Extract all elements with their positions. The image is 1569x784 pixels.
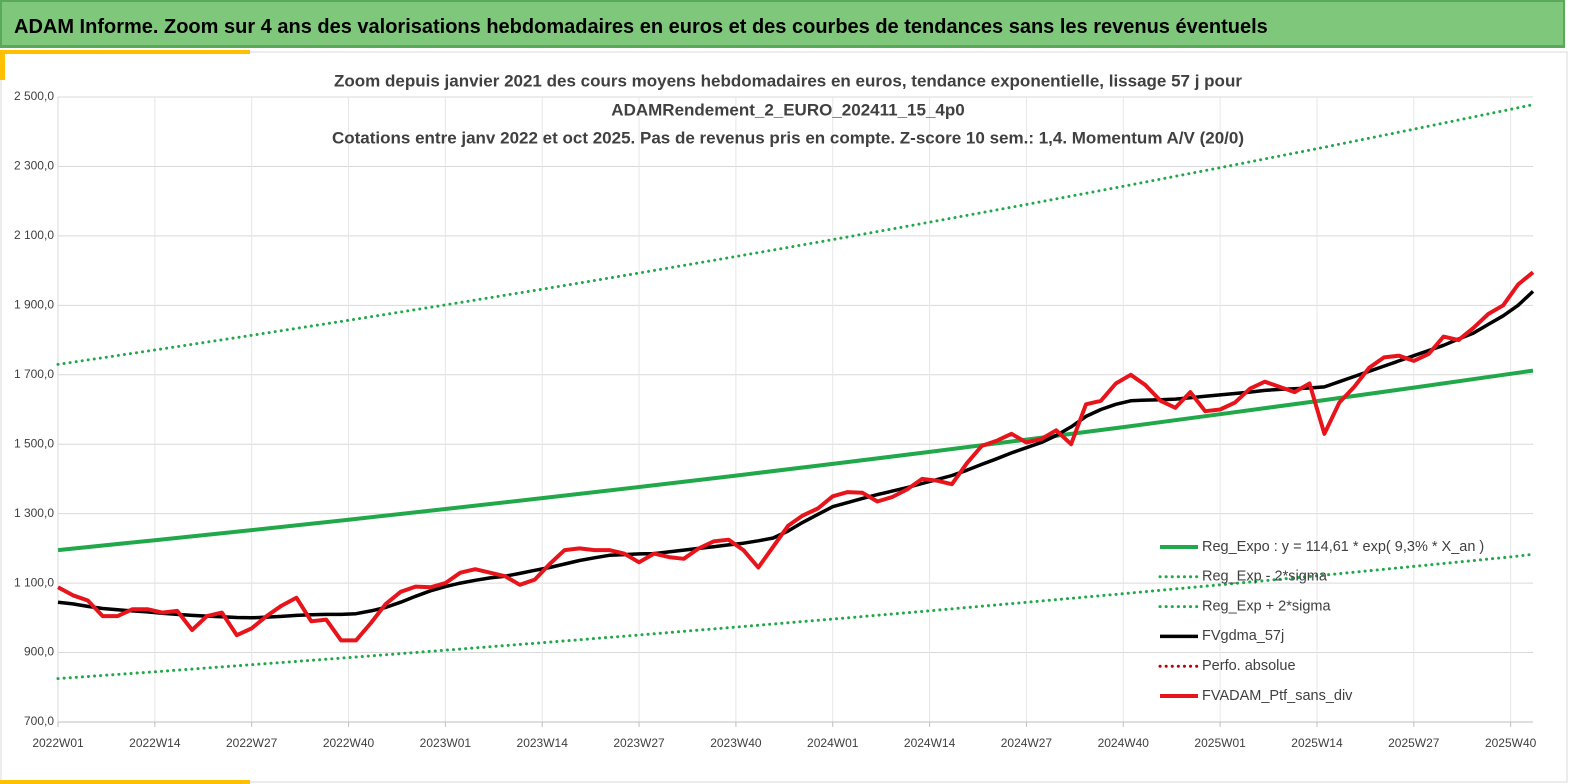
x-tick-label: 2023W40 xyxy=(710,736,762,750)
x-tick-label: 2022W27 xyxy=(226,736,278,750)
legend-label: FVADAM_Ptf_sans_div xyxy=(1202,688,1353,704)
x-tick-label: 2024W01 xyxy=(807,736,859,750)
x-tick-label: 2025W14 xyxy=(1291,736,1343,750)
y-tick-label: 900,0 xyxy=(24,645,54,659)
series-line xyxy=(56,103,1535,366)
x-tick-label: 2025W01 xyxy=(1194,736,1246,750)
x-tick-label: 2022W40 xyxy=(323,736,375,750)
x-tick-label: 2025W27 xyxy=(1388,736,1440,750)
chart-title: Cotations entre janv 2022 et oct 2025. P… xyxy=(332,128,1244,147)
y-tick-label: 1 700,0 xyxy=(14,367,54,381)
y-tick-label: 1 300,0 xyxy=(14,506,54,520)
accent xyxy=(0,50,5,80)
x-tick-label: 2023W14 xyxy=(517,736,569,750)
y-tick-label: 700,0 xyxy=(24,714,54,728)
x-tick-label: 2024W14 xyxy=(904,736,956,750)
legend-label: Perfo. absolue xyxy=(1202,658,1296,674)
y-tick-label: 1 500,0 xyxy=(14,436,54,450)
series-line xyxy=(57,368,1534,553)
legend-label: Reg_Exp + 2*sigma xyxy=(1202,598,1331,614)
x-tick-label: 2022W01 xyxy=(32,736,84,750)
y-tick-label: 2 300,0 xyxy=(14,159,54,173)
y-tick-label: 2 100,0 xyxy=(14,228,54,242)
x-tick-label: 2023W01 xyxy=(420,736,472,750)
accent xyxy=(0,50,250,54)
x-tick-label: 2025W40 xyxy=(1485,736,1537,750)
y-tick-label: 2 500,0 xyxy=(14,89,54,103)
plot-area xyxy=(56,96,1535,727)
legend-label: FVgdma_57j xyxy=(1202,628,1284,644)
accent xyxy=(0,780,250,784)
chart-title: Zoom depuis janvier 2021 des cours moyen… xyxy=(334,71,1242,90)
series-line xyxy=(57,270,1535,643)
x-tick-label: 2024W27 xyxy=(1001,736,1053,750)
chart-frame xyxy=(0,51,1568,783)
y-tick-label: 1 100,0 xyxy=(14,575,54,589)
x-tick-label: 2022W14 xyxy=(129,736,181,750)
y-tick-label: 1 900,0 xyxy=(14,298,54,312)
x-tick-label: 2023W27 xyxy=(613,736,665,750)
x-tick-label: 2024W40 xyxy=(1098,736,1150,750)
legend-label: Reg_Exp - 2*sigma xyxy=(1202,569,1328,585)
chart-title: ADAMRendement_2_EURO_202411_15_4p0 xyxy=(611,100,964,119)
legend-label: Reg_Expo : y = 114,61 * exp( 9,3% * X_an… xyxy=(1202,539,1484,555)
header-title: ADAM Informe. Zoom sur 4 ans des valoris… xyxy=(0,0,1565,48)
